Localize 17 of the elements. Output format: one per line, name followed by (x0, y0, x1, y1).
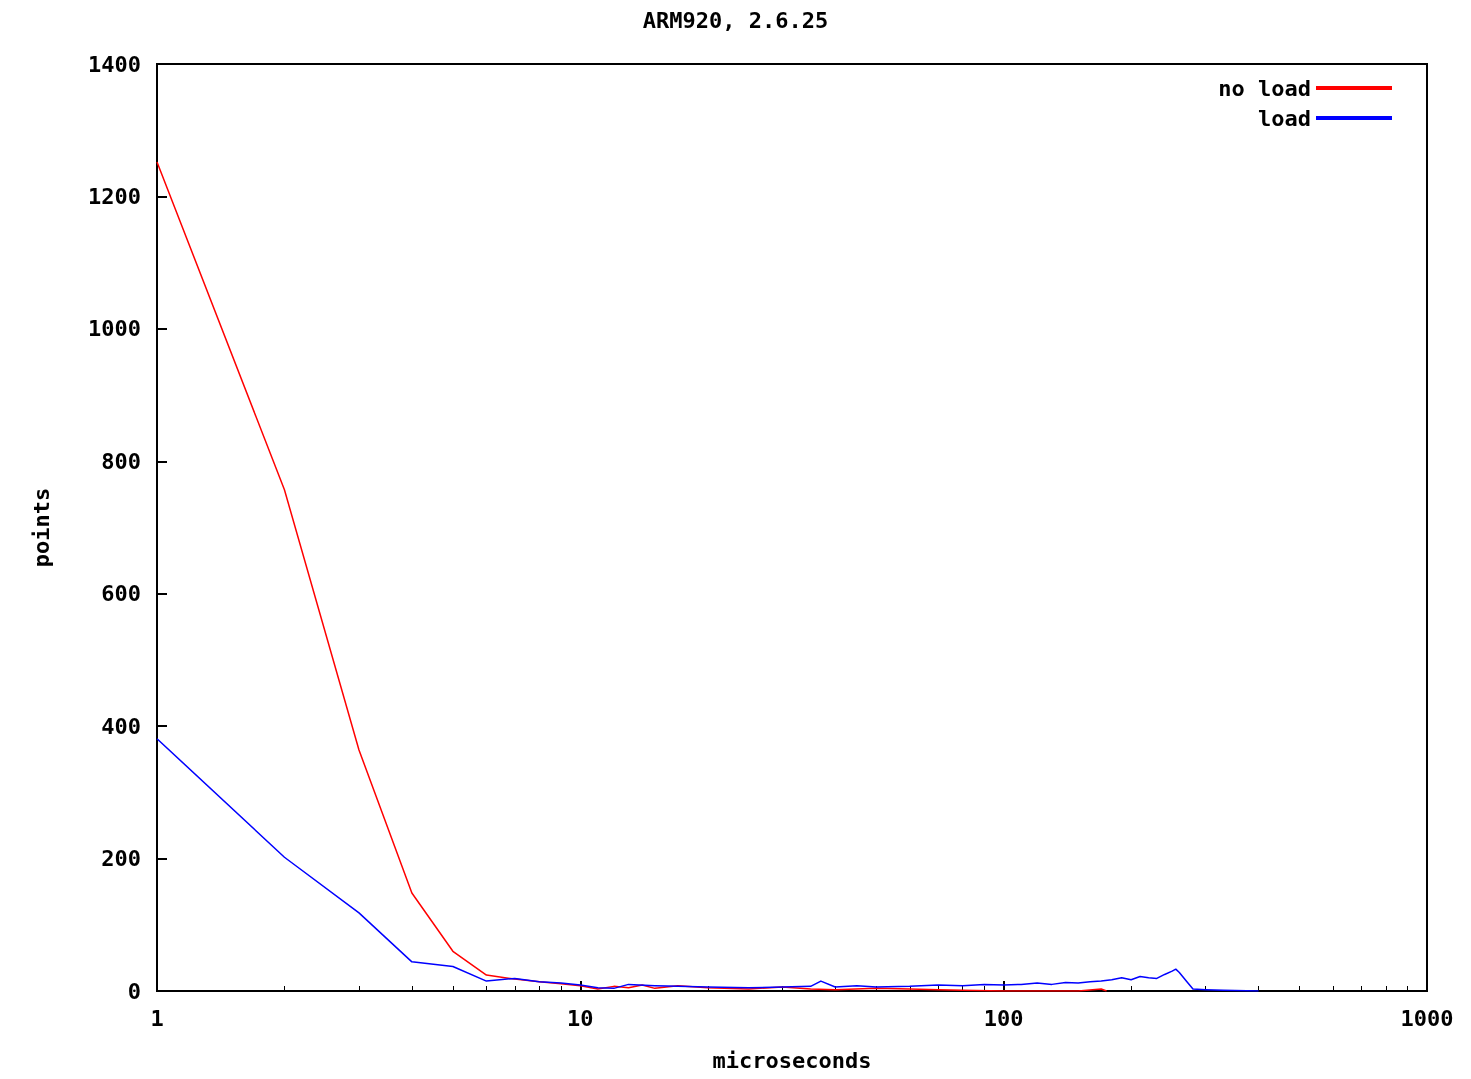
y-tick-label: 600 (101, 581, 141, 607)
y-tick-label: 1400 (88, 51, 141, 77)
y-tick-label: 200 (101, 846, 141, 872)
legend-label: load (1258, 105, 1311, 131)
y-tick-label: 1200 (88, 183, 141, 209)
x-tick-label: 100 (983, 1005, 1024, 1031)
legend-label: no load (1218, 75, 1311, 101)
y-axis-title: points (28, 487, 54, 568)
x-axis-title: microseconds (712, 1047, 872, 1073)
x-tick-label: 1 (150, 1005, 164, 1031)
y-tick-label: 800 (101, 448, 141, 474)
chart-title: ARM920, 2.6.25 (642, 7, 829, 33)
x-tick-label: 1000 (1400, 1005, 1454, 1031)
y-tick-label: 400 (101, 713, 141, 739)
x-tick-label: 10 (567, 1005, 594, 1031)
y-tick-label: 1000 (88, 316, 141, 342)
y-tick-label: 0 (127, 978, 141, 1004)
